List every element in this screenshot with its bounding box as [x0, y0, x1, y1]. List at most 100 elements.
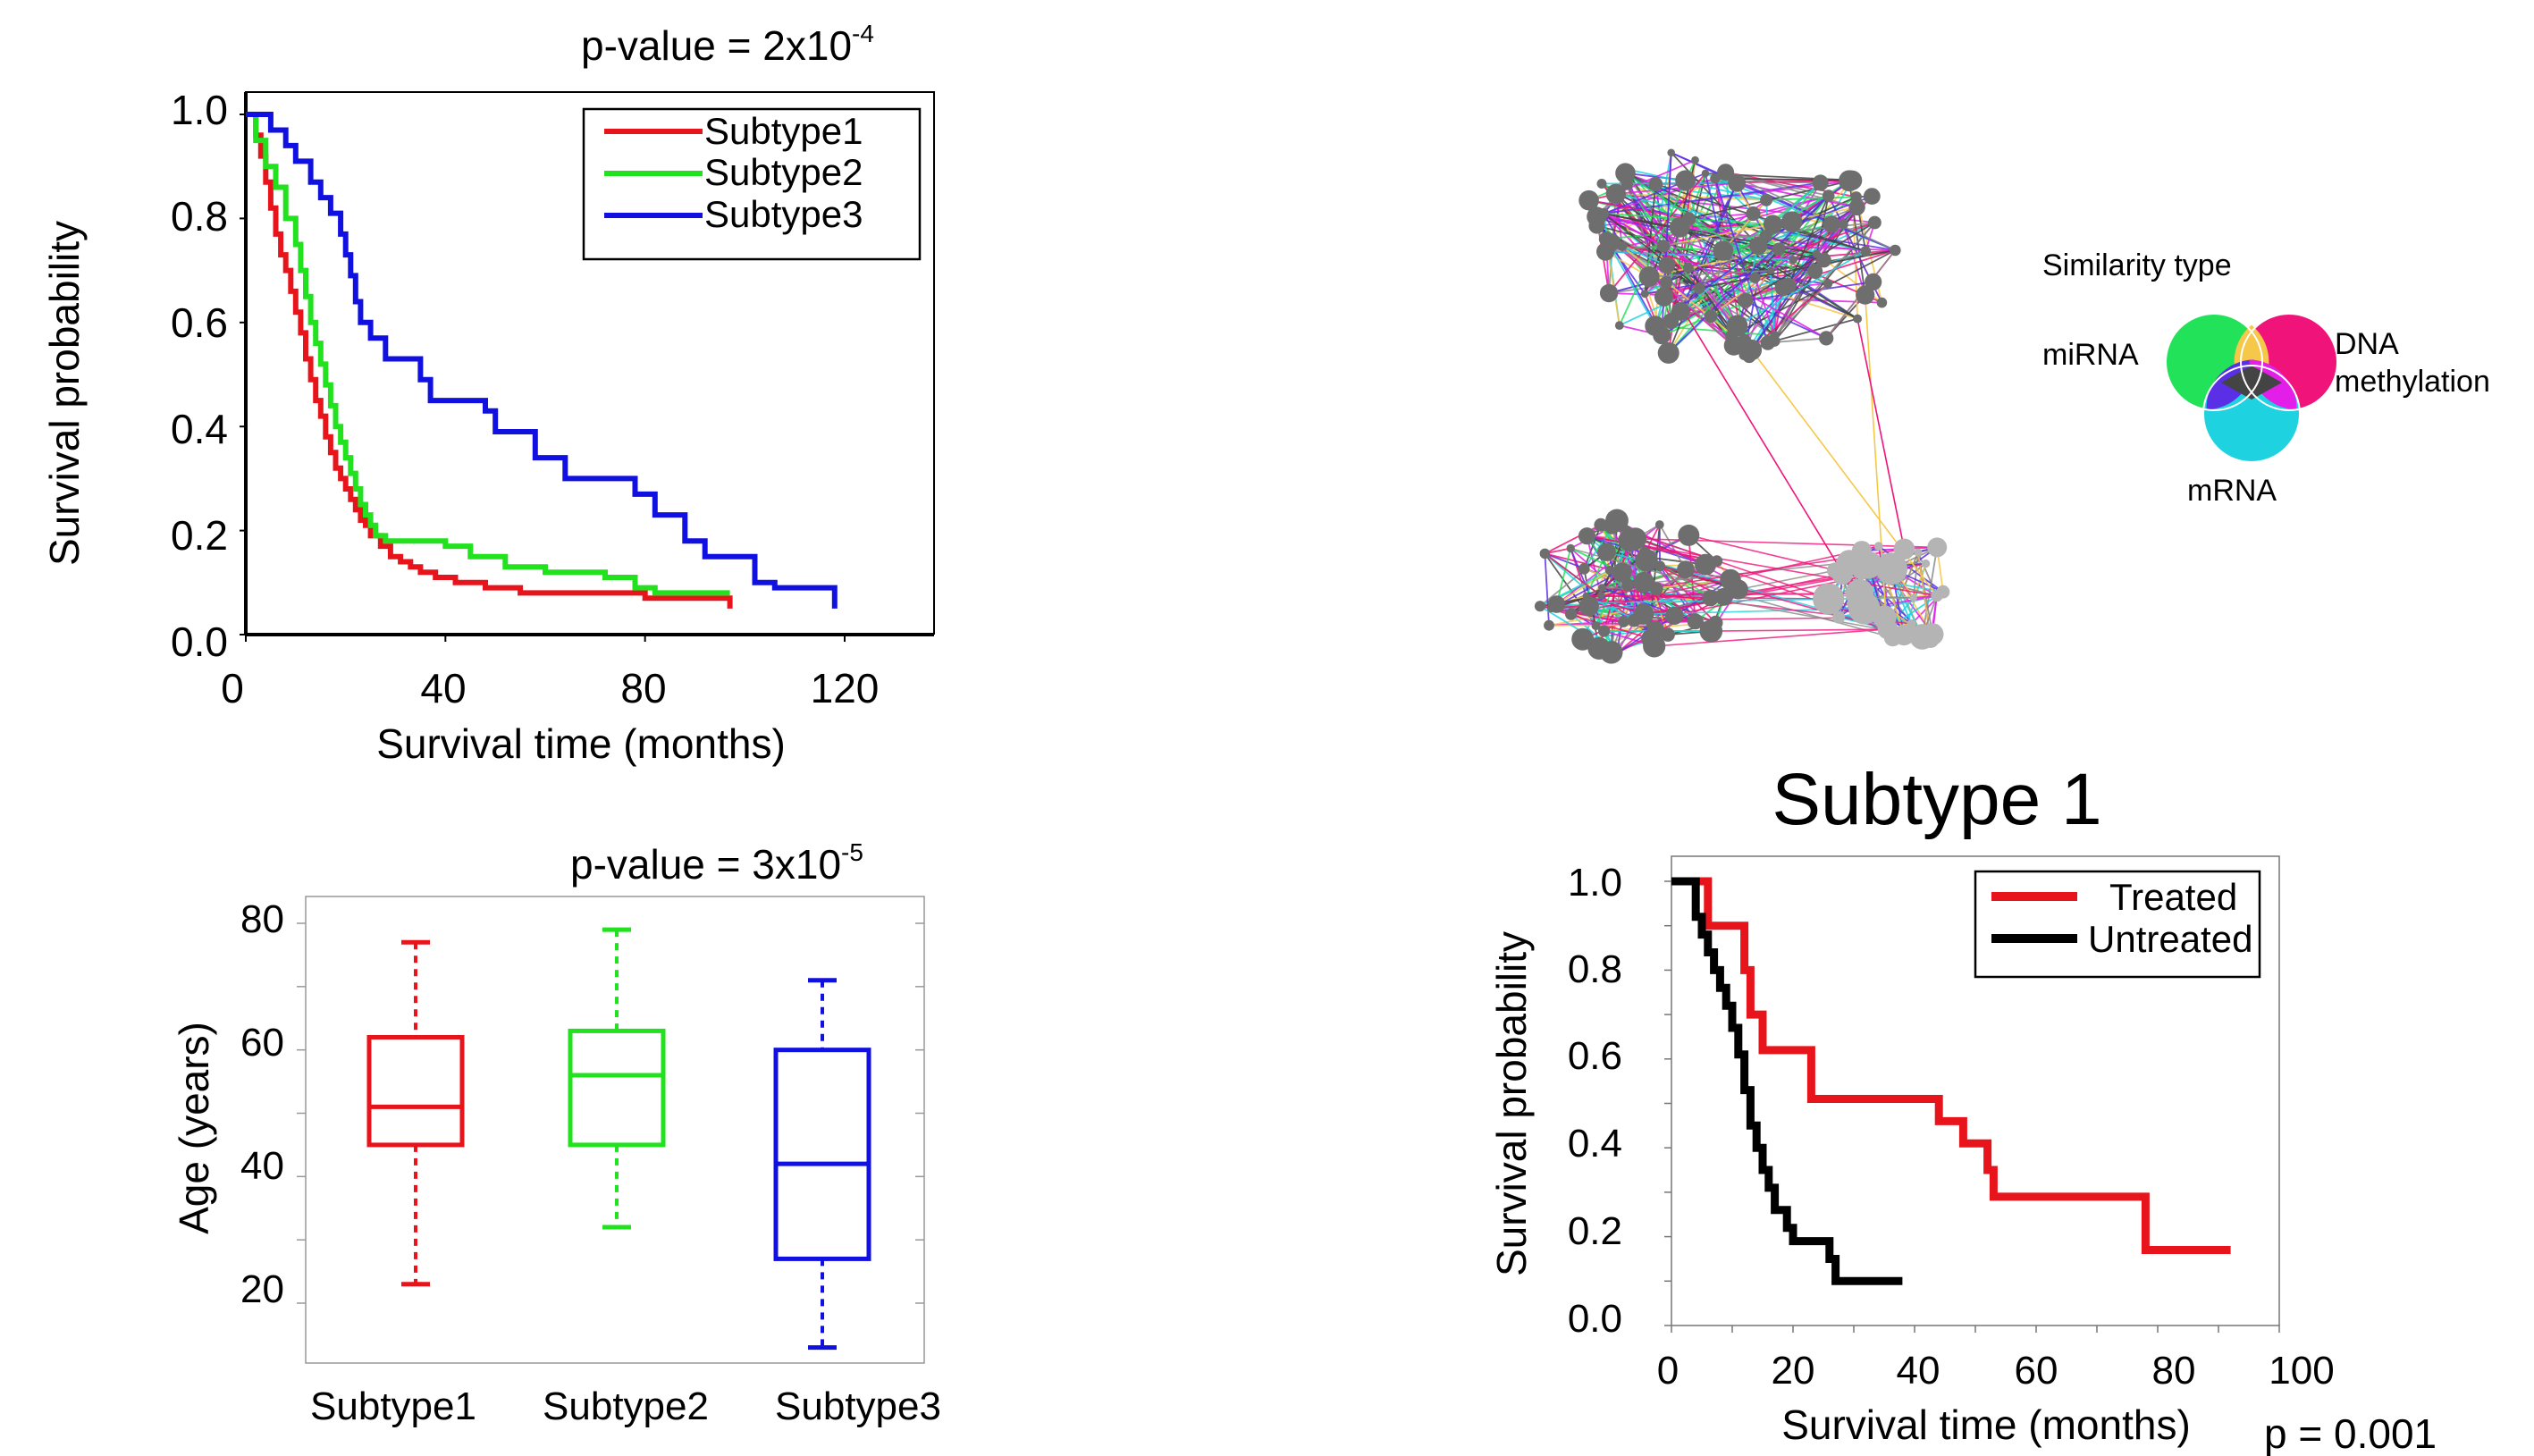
legend-label-subtype2: Subtype2	[704, 151, 863, 193]
network-node	[1769, 335, 1781, 347]
network-node	[1876, 297, 1888, 308]
survival-curves-c	[1671, 877, 2231, 1285]
network-node	[1695, 553, 1717, 576]
network-node	[1614, 321, 1624, 330]
x-tick-label: 40	[1897, 1349, 1940, 1393]
network-edge	[1745, 281, 1873, 302]
network-node	[1728, 173, 1747, 192]
network-node	[1693, 282, 1705, 294]
network-edge	[1917, 551, 1938, 597]
y-tick-label: 1.0	[171, 87, 228, 133]
venn-outline	[2165, 313, 2263, 411]
network-node	[1789, 256, 1797, 265]
network-node	[1702, 589, 1719, 607]
network-node	[1883, 628, 1902, 647]
network-node	[1860, 246, 1872, 257]
network-edge	[1556, 603, 1642, 610]
network-node	[1598, 584, 1606, 592]
network-node	[1687, 613, 1704, 630]
survival-curve-subtype3	[246, 112, 838, 609]
venn-all-overlap	[2221, 366, 2282, 400]
boxplots	[366, 927, 871, 1351]
network-edge	[1773, 222, 1876, 336]
network-edge	[1856, 318, 1906, 550]
network-node	[1807, 264, 1823, 279]
network-node	[1704, 309, 1718, 324]
network-node	[1749, 236, 1768, 255]
network-node	[1890, 244, 1901, 257]
plot-frame-b	[305, 896, 925, 1364]
network-node	[1831, 563, 1854, 585]
network-edge	[1619, 287, 1700, 326]
network-edge	[1738, 569, 1835, 591]
network-edge	[1773, 223, 1833, 341]
network-node	[1597, 625, 1611, 637]
network-node	[1585, 597, 1596, 609]
network-node	[1578, 189, 1599, 211]
x-tick-label: 120	[811, 665, 880, 711]
network-node	[1539, 548, 1551, 560]
network-node	[1850, 191, 1862, 203]
panel-title-c: Subtype 1	[1772, 759, 2101, 840]
x-tick-label: 20	[1772, 1349, 1815, 1393]
network-node	[1701, 169, 1710, 178]
network-edge	[1725, 171, 1857, 208]
y-tick-label: 0.0	[171, 619, 228, 665]
network-node	[1781, 211, 1803, 232]
legend-box-c	[1974, 870, 2261, 979]
network-node	[1832, 610, 1846, 624]
panel-survival-treatment: Subtype 1 1.0 0.8 0.6 0.4 0.2 0.0 0 20 4…	[1488, 759, 2437, 1456]
network-node	[1578, 527, 1596, 545]
network-edge	[1705, 173, 1724, 251]
network-node	[1637, 603, 1647, 613]
network-node	[1780, 278, 1797, 294]
network-node	[1605, 183, 1627, 205]
network-node	[1654, 287, 1674, 307]
venn-outline	[2240, 313, 2338, 411]
network-edge	[1621, 245, 1735, 347]
y-tick-label: 0.8	[1568, 947, 1622, 991]
network-edge	[1654, 180, 1850, 327]
x-tick-label: 100	[2269, 1349, 2334, 1393]
legend-label-untreated: Untreated	[2088, 918, 2252, 960]
network-edge	[1772, 181, 1822, 225]
x-axis-title-a: Survival time (months)	[376, 720, 786, 767]
legend-a: Subtype1 Subtype2 Subtype3	[582, 107, 922, 261]
y-tick-label: 0.6	[171, 299, 228, 346]
network-edge	[1725, 171, 1896, 251]
network-node	[1710, 173, 1721, 184]
network-node	[1763, 215, 1783, 234]
network-node	[1658, 257, 1676, 274]
network-edge	[1766, 196, 1856, 201]
network-edge	[1603, 213, 1827, 340]
network-node	[1633, 571, 1655, 593]
network-node	[1927, 537, 1948, 558]
network-node	[1667, 611, 1675, 619]
network-node	[1760, 193, 1773, 206]
network-node	[1675, 170, 1696, 191]
network-edge	[1587, 534, 1938, 597]
network-edge	[1556, 569, 1611, 605]
network-node	[1566, 543, 1575, 553]
network-node	[1636, 611, 1646, 622]
tick-marks-c	[1664, 880, 2280, 1333]
y-tick-label: 0.0	[1568, 1297, 1622, 1341]
network-node	[1855, 551, 1882, 579]
x-tick-label: 80	[620, 665, 666, 711]
box-iqr-subtype3	[773, 1048, 871, 1261]
network-edge	[1544, 553, 1550, 626]
tick-marks-a	[240, 114, 846, 642]
network-node	[1677, 560, 1695, 579]
network-node	[1772, 242, 1786, 257]
network-node	[1720, 568, 1741, 591]
network-node	[1856, 285, 1875, 305]
network-node	[1669, 217, 1690, 238]
network-node	[1823, 279, 1833, 289]
box-iqr-subtype1	[366, 1035, 465, 1148]
y-tick-label: 0.6	[1568, 1034, 1622, 1078]
network-node	[1812, 174, 1829, 191]
network-edge	[1680, 182, 1738, 312]
network-node	[1596, 179, 1607, 189]
y-axis-title-b: Age (years)	[171, 1022, 217, 1234]
